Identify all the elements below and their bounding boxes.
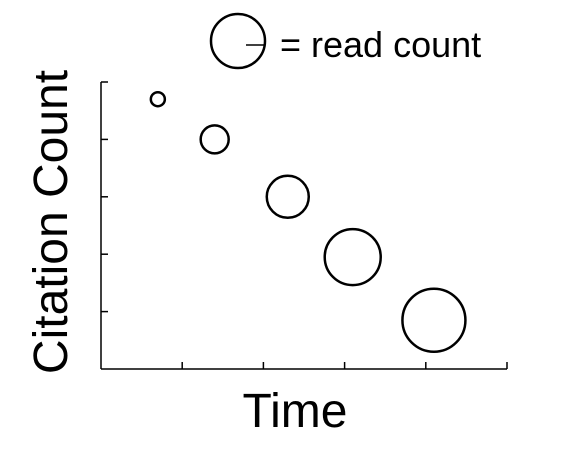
bubbles — [149, 90, 467, 353]
legend-label: = read count — [280, 24, 481, 65]
axes — [100, 81, 508, 370]
bubble-point — [149, 90, 167, 108]
bubble-point — [199, 124, 230, 155]
y-axis-label: Citation Count — [25, 70, 78, 374]
x-axis-label: Time — [243, 385, 348, 438]
legend: = read count — [209, 12, 481, 70]
bubble-point — [401, 287, 467, 353]
legend-bubble-icon — [209, 12, 267, 70]
bubble-point — [323, 227, 382, 287]
bubble-point — [265, 174, 311, 220]
